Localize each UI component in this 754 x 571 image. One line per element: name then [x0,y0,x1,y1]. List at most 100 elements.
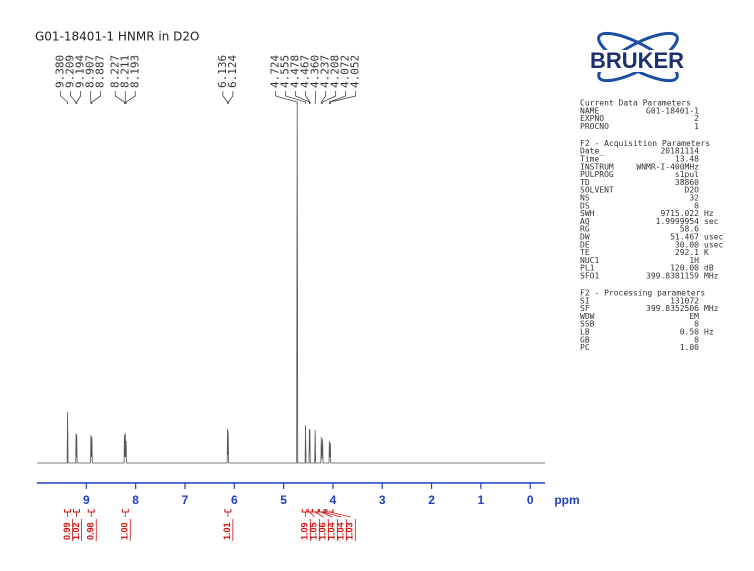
param-name: PULPROG [580,170,614,179]
x-tick-label: 3 [379,493,386,507]
param-name: SSB [580,320,595,329]
param-name: EXPNO [580,114,604,123]
param-name: INSTRUM [580,162,614,171]
peak-leader [275,91,298,104]
logo: BRUKER [578,31,696,83]
peak-label: 8.907 [84,55,97,88]
peak-label: 4.237 [319,55,332,88]
param-value: 20181114 [660,147,699,156]
param-value: 1H [689,256,699,265]
integral-label: 1.04 [327,522,337,540]
peak-leader [322,91,337,104]
param-unit: dB [704,264,714,273]
peak-leader [125,91,136,104]
param-unit: K [704,248,709,257]
x-tick-label: 7 [182,493,189,507]
param-value: 1.9999954 [656,217,700,226]
section-title: Current Data Parameters [580,99,691,108]
integral-label: 1.00 [120,522,130,540]
param-value: 38860 [675,178,699,187]
param-unit: MHz [704,272,719,281]
integral-label: 1.01 [222,522,232,540]
param-unit: usec [704,240,723,249]
param-name: PC [580,343,590,352]
param-value: 0 [694,335,699,344]
peak-label: 4.208 [329,55,342,88]
param-name: NAME [580,106,599,115]
integral-bracket [306,509,314,513]
peak-leader [70,91,77,104]
peak-label: 4.555 [279,55,292,88]
integral-bracket [326,509,334,513]
x-axis-label: ppm [554,493,579,507]
logo-band [578,50,696,72]
param-name: GB [580,335,590,344]
param-value: s1pul [675,170,699,179]
integral-bracket [72,509,80,513]
peak-leader [91,91,102,104]
integral-leader [309,511,315,518]
integral-label: 0.98 [86,522,96,540]
param-value: 13.48 [675,155,699,164]
integral-bracket [224,509,232,513]
peak-label: 8.887 [94,55,107,88]
peak-label: 8.211 [118,55,131,88]
param-name: TE [580,248,590,257]
integral-label: 1.05 [309,522,319,540]
param-name: PL1 [580,264,595,273]
x-tick-label: 9 [83,493,90,507]
peak-leader [227,91,234,104]
param-name: Date_ [580,147,604,156]
param-value: 9715.022 [660,209,699,218]
peak-label: 4.467 [299,55,312,88]
peak-label: 6.124 [226,55,239,88]
integral-label: 1.06 [318,522,328,540]
chart-title: G01-18401-1 HNMR in D2O [35,30,199,44]
integral-label: 0.99 [62,522,72,540]
param-value: 30.00 [675,240,699,249]
spectrum-line [37,102,545,464]
param-value: 1.00 [680,343,699,352]
param-name: SFO1 [580,272,599,281]
param-name: NS [580,194,590,203]
param-value: 58.6 [680,225,699,234]
param-unit: Hz [704,328,714,337]
peak-label: 9.194 [74,55,87,88]
peak-leader [328,91,347,104]
param-name: AQ [580,217,590,226]
peak-leader [329,91,357,104]
integral-label: 1.09 [300,522,310,540]
param-value: EM [689,312,699,321]
param-name: SWH [580,209,595,218]
peak-label: 4.724 [269,55,282,88]
x-tick-label: 4 [330,493,337,507]
param-name: LB [580,328,590,337]
peak-label: 8.227 [108,55,121,88]
x-tick-label: 5 [280,493,287,507]
integral-bracket [87,509,95,513]
param-unit: usec [704,233,723,242]
peak-label: 4.072 [339,55,352,88]
integral-label: 1.03 [345,522,355,540]
param-value: 1 [694,122,699,131]
param-value: G01-18401-1 [646,106,699,115]
param-value: 0.50 [680,328,699,337]
peak-label: 6.136 [216,55,229,88]
param-name: RG [580,225,590,234]
x-tick-label: 6 [231,493,238,507]
param-value: 399.8352506 [646,304,699,313]
integral-leader [320,511,333,518]
integral-label: 1.02 [71,522,81,540]
peak-label: 9.209 [64,55,77,88]
param-name: SF [580,304,590,313]
param-unit: Hz [704,209,714,218]
peak-leader [60,91,68,104]
peak-label: 4.478 [289,55,302,88]
param-name: PROCNO [580,122,609,131]
param-value: 0 [694,320,699,329]
param-name: DE [580,240,590,249]
param-value: 0 [694,201,699,210]
param-name: NUC1 [580,256,599,265]
